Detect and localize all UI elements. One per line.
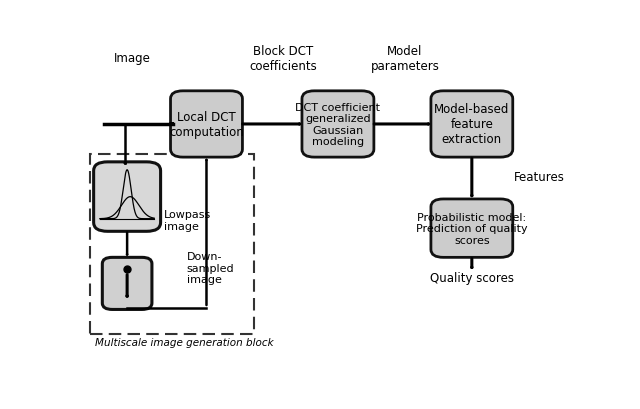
Text: Image: Image: [114, 52, 150, 65]
Text: Features: Features: [514, 170, 565, 183]
Bar: [90, 155, 253, 334]
FancyBboxPatch shape: [302, 92, 374, 158]
FancyBboxPatch shape: [93, 162, 161, 232]
Text: Quality scores: Quality scores: [430, 271, 514, 284]
Text: Local DCT
computation: Local DCT computation: [169, 111, 244, 139]
Text: Model-based
feature
extraction: Model-based feature extraction: [434, 103, 509, 146]
FancyBboxPatch shape: [431, 200, 513, 258]
Text: DCT coefficient
generalized
Gaussian
modeling: DCT coefficient generalized Gaussian mod…: [296, 102, 380, 147]
Text: Block DCT
coefficients: Block DCT coefficients: [250, 45, 317, 72]
FancyBboxPatch shape: [431, 92, 513, 158]
Text: Lowpass
image: Lowpass image: [164, 210, 212, 231]
Text: Multiscale image generation block: Multiscale image generation block: [95, 337, 273, 347]
FancyBboxPatch shape: [170, 92, 243, 158]
Text: Down-
sampled
image: Down- sampled image: [187, 252, 234, 285]
FancyBboxPatch shape: [102, 258, 152, 310]
Text: Model
parameters: Model parameters: [371, 45, 439, 72]
Text: Probabilistic model:
Prediction of quality
scores: Probabilistic model: Prediction of quali…: [416, 212, 527, 245]
